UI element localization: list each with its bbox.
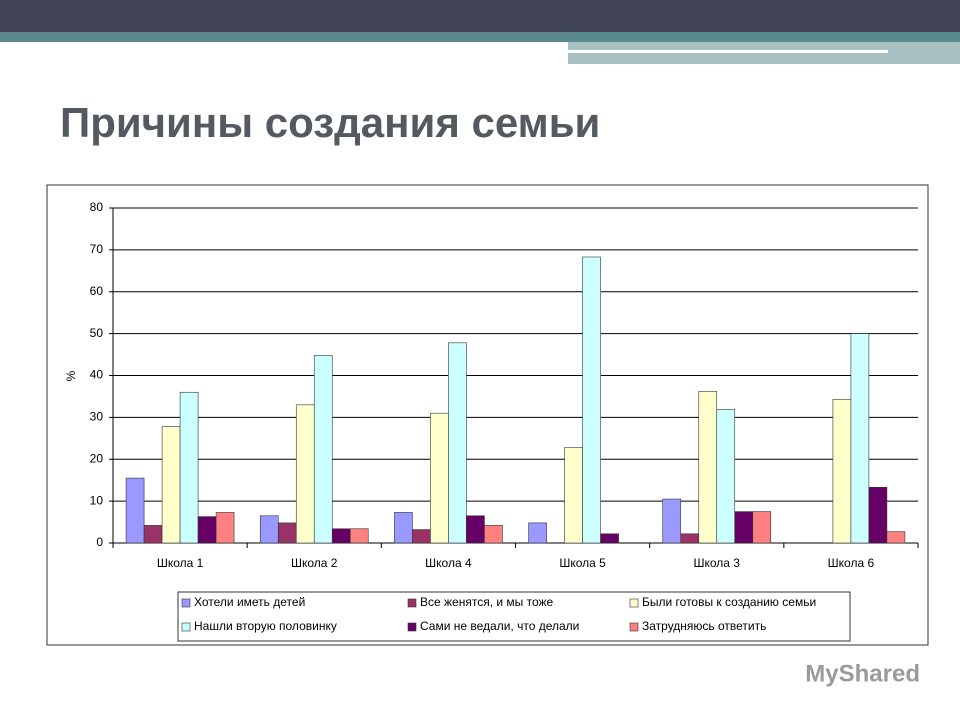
bar bbox=[466, 515, 485, 544]
y-tick-label: 60 bbox=[90, 284, 104, 298]
x-tick-label: Школа 5 bbox=[559, 556, 606, 570]
y-tick-label: 40 bbox=[90, 368, 104, 382]
legend-swatch bbox=[181, 598, 191, 608]
legend-label: Были готовы к созданию семьи bbox=[642, 595, 816, 609]
bar bbox=[662, 498, 682, 544]
y-tick-label: 80 bbox=[90, 200, 104, 214]
bar bbox=[850, 333, 870, 544]
legend-swatch bbox=[181, 622, 191, 632]
bar bbox=[430, 412, 449, 544]
y-tick-label: 30 bbox=[90, 410, 104, 424]
bar bbox=[868, 487, 888, 544]
y-tick-label: 20 bbox=[90, 451, 104, 465]
legend-swatch bbox=[407, 598, 417, 608]
y-axis-label: % bbox=[64, 370, 78, 381]
bar bbox=[752, 511, 772, 544]
bar bbox=[680, 533, 700, 544]
bar bbox=[349, 528, 369, 544]
y-tick-label: 50 bbox=[90, 326, 104, 340]
bar bbox=[125, 477, 145, 544]
x-tick-label: Школа 6 bbox=[828, 556, 875, 570]
bar bbox=[448, 342, 467, 544]
bar bbox=[277, 522, 297, 544]
x-tick-label: Школа 2 bbox=[291, 556, 338, 570]
bar bbox=[564, 447, 583, 544]
y-tick-label: 0 bbox=[96, 535, 103, 549]
bar bbox=[197, 516, 217, 544]
chart-frame bbox=[46, 184, 929, 646]
y-tick-label: 70 bbox=[90, 242, 104, 256]
x-tick-label: Школа 1 bbox=[157, 556, 204, 570]
watermark: MyShared bbox=[805, 660, 920, 687]
bar bbox=[698, 391, 718, 544]
bar bbox=[528, 522, 547, 544]
y-tick-label: 10 bbox=[90, 493, 104, 507]
bar bbox=[582, 256, 601, 544]
bar bbox=[143, 525, 163, 544]
legend-label: Нашли вторую половинку bbox=[194, 619, 337, 633]
x-tick-label: Школа 4 bbox=[425, 556, 472, 570]
bar bbox=[313, 355, 333, 544]
bar bbox=[600, 533, 619, 544]
bar bbox=[734, 511, 754, 544]
bar bbox=[161, 426, 181, 544]
legend-label: Сами не ведали, что делали bbox=[420, 619, 579, 633]
bar bbox=[394, 512, 413, 544]
legend bbox=[177, 591, 851, 642]
bar bbox=[215, 512, 235, 544]
bar bbox=[886, 531, 906, 544]
x-tick-label: Школа 3 bbox=[694, 556, 741, 570]
legend-swatch bbox=[407, 622, 417, 632]
header-stripe bbox=[568, 50, 888, 53]
legend-swatch bbox=[629, 598, 639, 608]
bar bbox=[259, 515, 279, 544]
bar bbox=[412, 529, 431, 544]
bar bbox=[832, 399, 852, 544]
bar bbox=[716, 409, 736, 544]
bar bbox=[179, 391, 199, 544]
slide-title: Причины создания семьи bbox=[60, 99, 600, 146]
bar bbox=[331, 528, 351, 544]
bar bbox=[295, 404, 315, 544]
legend-swatch bbox=[629, 622, 639, 632]
header-stripe bbox=[0, 32, 960, 42]
legend-label: Затрудняюсь ответить bbox=[642, 619, 766, 633]
bar bbox=[484, 525, 503, 544]
legend-label: Все женятся, и мы тоже bbox=[420, 595, 554, 609]
legend-label: Хотели иметь детей bbox=[194, 595, 305, 609]
header-bar bbox=[0, 0, 960, 32]
